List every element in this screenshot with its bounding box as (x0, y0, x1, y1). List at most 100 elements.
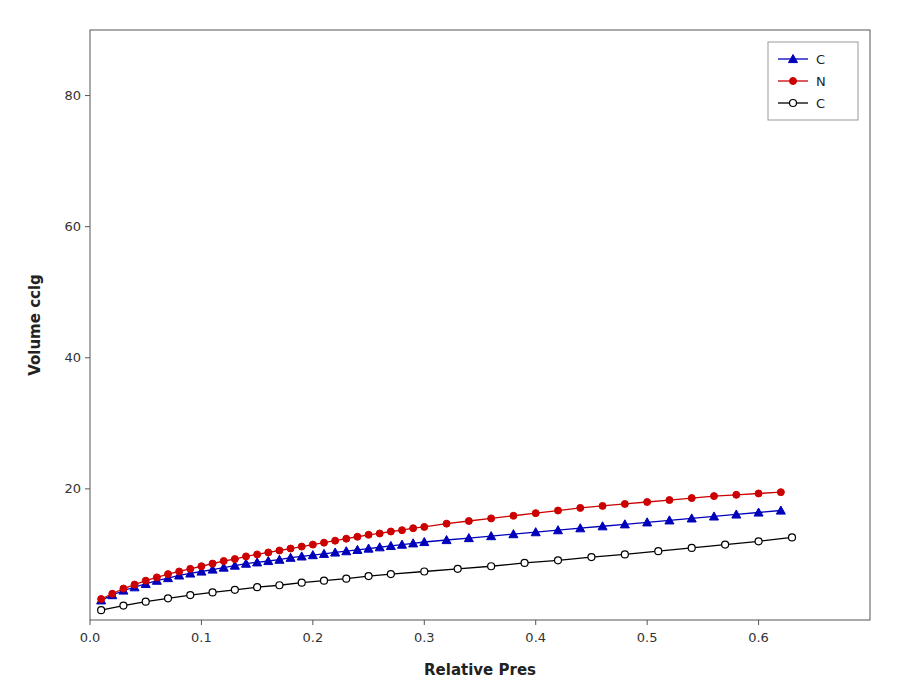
point (286, 553, 295, 561)
point (789, 534, 796, 541)
point (555, 557, 562, 564)
point (142, 577, 149, 584)
point (376, 530, 383, 537)
point (510, 512, 517, 519)
chart: 0.00.10.20.30.40.50.620406080Relative Pr… (0, 0, 900, 700)
point (264, 557, 273, 565)
point (343, 575, 350, 582)
point (509, 530, 518, 538)
point (276, 547, 283, 554)
y-tick (85, 488, 90, 489)
point (387, 571, 394, 578)
point (532, 510, 539, 517)
y-axis-label: Volume cclg (26, 274, 44, 376)
point (342, 547, 351, 555)
point (109, 590, 116, 597)
x-tick-label: 0.1 (191, 630, 212, 645)
x-tick (312, 620, 313, 625)
point (488, 515, 495, 522)
series-line (101, 537, 792, 610)
point (298, 543, 305, 550)
point (365, 573, 372, 580)
point (621, 551, 628, 558)
point (198, 563, 205, 570)
point (332, 537, 339, 544)
point (398, 540, 407, 548)
y-tick-label: 40 (64, 350, 81, 365)
point (276, 582, 283, 589)
point (253, 558, 262, 566)
point (97, 596, 106, 604)
legend-marker (790, 78, 797, 85)
point (187, 592, 194, 599)
point (665, 516, 674, 524)
y-tick (85, 226, 90, 227)
point (722, 541, 729, 548)
point (231, 556, 238, 563)
point (343, 535, 350, 542)
point (153, 574, 160, 581)
point (231, 586, 238, 593)
x-axis-label: Relative Pres (424, 661, 536, 679)
plot-area (97, 489, 796, 614)
legend-label: C (816, 52, 825, 67)
point (187, 565, 194, 572)
point (320, 549, 329, 557)
point (465, 518, 472, 525)
point (599, 502, 606, 509)
point (275, 555, 284, 563)
x-tick-label: 0.2 (303, 630, 324, 645)
point (755, 490, 762, 497)
point (710, 512, 719, 520)
point (754, 508, 763, 516)
point (98, 607, 105, 614)
x-tick (647, 620, 648, 625)
point (254, 584, 261, 591)
x-tick-label: 0.0 (80, 630, 101, 645)
point (644, 499, 651, 506)
point (108, 591, 117, 599)
point (119, 586, 128, 594)
legend-marker (790, 100, 797, 107)
point (531, 528, 540, 536)
point (98, 596, 105, 603)
point (443, 520, 450, 527)
point (488, 563, 495, 570)
point (321, 577, 328, 584)
x-tick (535, 620, 536, 625)
point (733, 491, 740, 498)
legend-label: N (816, 74, 826, 89)
point (588, 554, 595, 561)
point (120, 602, 127, 609)
point (598, 522, 607, 530)
point (688, 544, 695, 551)
y-tick-label: 20 (64, 481, 81, 496)
point (620, 520, 629, 528)
point (776, 506, 785, 514)
point (309, 541, 316, 548)
point (711, 493, 718, 500)
point (209, 589, 216, 596)
point (321, 539, 328, 546)
point (420, 537, 429, 545)
point (487, 532, 496, 540)
point (454, 565, 461, 572)
point (421, 523, 428, 530)
y-tick (85, 357, 90, 358)
point (554, 526, 563, 534)
point (375, 543, 384, 551)
point (409, 539, 418, 547)
point (655, 548, 662, 555)
point (120, 585, 127, 592)
x-tick-label: 0.4 (525, 630, 546, 645)
point (243, 553, 250, 560)
point (220, 558, 227, 565)
point (442, 536, 451, 544)
legend: CNC (768, 42, 858, 120)
point (688, 495, 695, 502)
legend-box (768, 42, 858, 120)
point (687, 514, 696, 522)
series-line (101, 492, 781, 599)
x-tick (758, 620, 759, 625)
point (421, 568, 428, 575)
